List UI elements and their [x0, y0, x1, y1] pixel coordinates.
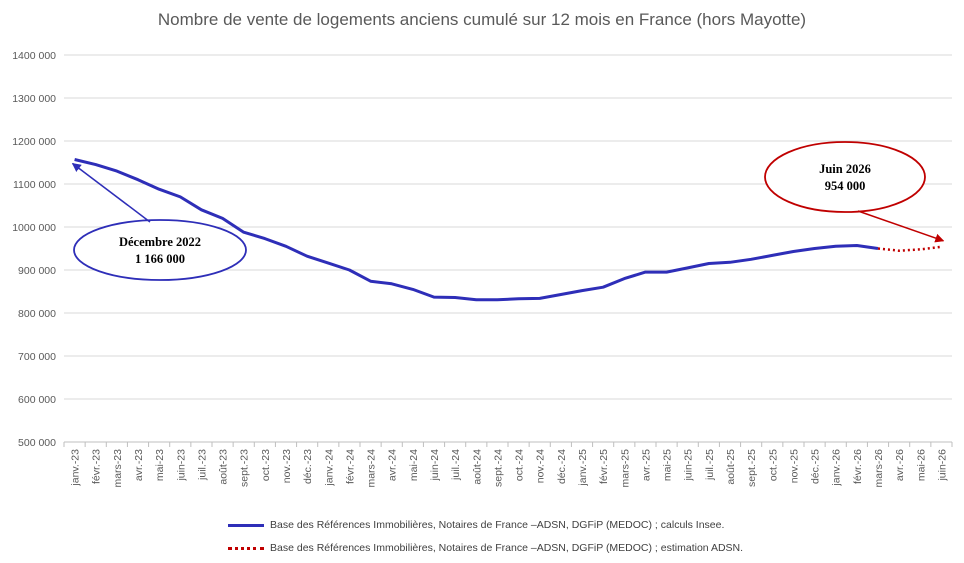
annotation-arrow	[71, 162, 151, 223]
x-tick-label: sept.-23	[239, 449, 251, 487]
x-tick-label: avr.-24	[387, 449, 399, 481]
x-tick-label: mars-26	[873, 449, 885, 488]
x-axis: janv.-23 févr.-23 mars-23 avr.-23 mai-23 juin…	[63, 442, 953, 488]
x-tick-label: oct.-24	[514, 449, 526, 481]
x-tick-label: nov.-23	[281, 449, 293, 483]
x-tick-label: août-24	[471, 449, 483, 485]
x-tick-label: déc.-23	[302, 449, 314, 484]
x-tick-label: févr.-24	[344, 449, 356, 484]
y-tick-label: 500 000	[18, 437, 56, 449]
x-tick-label: avr.-26	[894, 449, 906, 481]
x-tick-label: mai-24	[408, 449, 420, 481]
x-tick-label: avr.-25	[640, 449, 652, 481]
x-tick-label: déc.-24	[556, 449, 568, 484]
annotation-label: Décembre 2022	[119, 235, 201, 249]
x-tick-label: févr.-25	[598, 449, 610, 484]
y-tick-label: 1100 000	[13, 179, 56, 191]
x-tick-label: juil.-24	[450, 449, 462, 481]
x-tick-label: sept.-25	[746, 449, 758, 487]
y-tick-label: 1400 000	[12, 50, 56, 62]
series-layer	[74, 158, 942, 302]
x-tick-label: mai-25	[662, 449, 674, 481]
x-tick-label: août-25	[725, 449, 737, 485]
x-tick-label: mars-24	[366, 449, 378, 488]
x-tick-label: nov.-25	[788, 449, 800, 483]
x-tick-label: janv.-24	[323, 449, 335, 487]
series-line-estimate	[877, 245, 942, 252]
legend-swatch-dotted	[228, 546, 264, 550]
x-tick-label: juin-24	[429, 449, 441, 482]
y-tick-label: 600 000	[18, 394, 56, 406]
x-tick-label: déc.-25	[810, 449, 822, 484]
x-tick-label: févr.-23	[91, 449, 103, 484]
x-tick-label: janv.-23	[70, 449, 82, 487]
y-tick-label: 800 000	[18, 308, 56, 320]
annotation-value: 954 000	[825, 179, 866, 193]
annotation-ellipse	[73, 219, 247, 281]
x-tick-label: oct.-23	[260, 449, 272, 481]
legend-label-actual: Base des Références Immobilières, Notair…	[270, 519, 725, 531]
annotation-value: 1 166 000	[135, 252, 185, 266]
y-tick-label: 1000 000	[12, 222, 56, 234]
annotation-label: Juin 2026	[819, 162, 871, 176]
x-tick-label: janv.-25	[577, 449, 589, 487]
y-tick-label: 1200 000	[12, 136, 56, 148]
x-tick-label: juil.-25	[704, 449, 716, 481]
y-axis: 500 000 600 000 700 000 800 000 900 000 1000 …	[12, 50, 56, 449]
x-tick-label: juin-25	[683, 449, 695, 482]
x-tick-label: oct.-25	[767, 449, 779, 481]
x-tick-label: janv.-26	[831, 449, 843, 487]
annotation-ellipse	[764, 141, 926, 213]
legend-item-estimate: Base des Références Immobilières, Notair…	[228, 542, 743, 554]
x-tick-label: juin-23	[175, 449, 187, 482]
y-tick-label: 900 000	[18, 265, 56, 277]
x-tick-label: août-23	[218, 449, 230, 485]
x-tick-label: juil.-23	[196, 449, 208, 481]
x-tick-label: févr.-26	[852, 449, 864, 484]
x-tick-label: mai-23	[154, 449, 166, 481]
x-tick-label: mars-23	[112, 449, 124, 488]
x-tick-label: sept.-24	[492, 449, 504, 487]
x-tick-label: avr.-23	[133, 449, 145, 481]
annotations-layer: Décembre 2022 1 166 000 Juin 2026 954 000	[71, 141, 945, 281]
chart-title: Nombre de vente de logements anciens cum…	[157, 10, 807, 29]
y-tick-label: 1300 000	[12, 93, 56, 105]
annotation-arrow	[857, 210, 945, 243]
x-tick-label: mai-26	[915, 449, 927, 481]
y-tick-label: 700 000	[18, 351, 56, 363]
x-tick-label: juin-26	[936, 449, 948, 482]
x-tick-label: nov.-24	[535, 449, 547, 483]
legend-swatch-solid	[228, 523, 264, 527]
series-line-actual	[74, 158, 879, 302]
x-tick-label: mars-25	[619, 449, 631, 488]
legend-label-estimate: Base des Références Immobilières, Notair…	[270, 542, 744, 554]
legend-item-actual: Base des Références Immobilières, Notair…	[228, 519, 724, 531]
